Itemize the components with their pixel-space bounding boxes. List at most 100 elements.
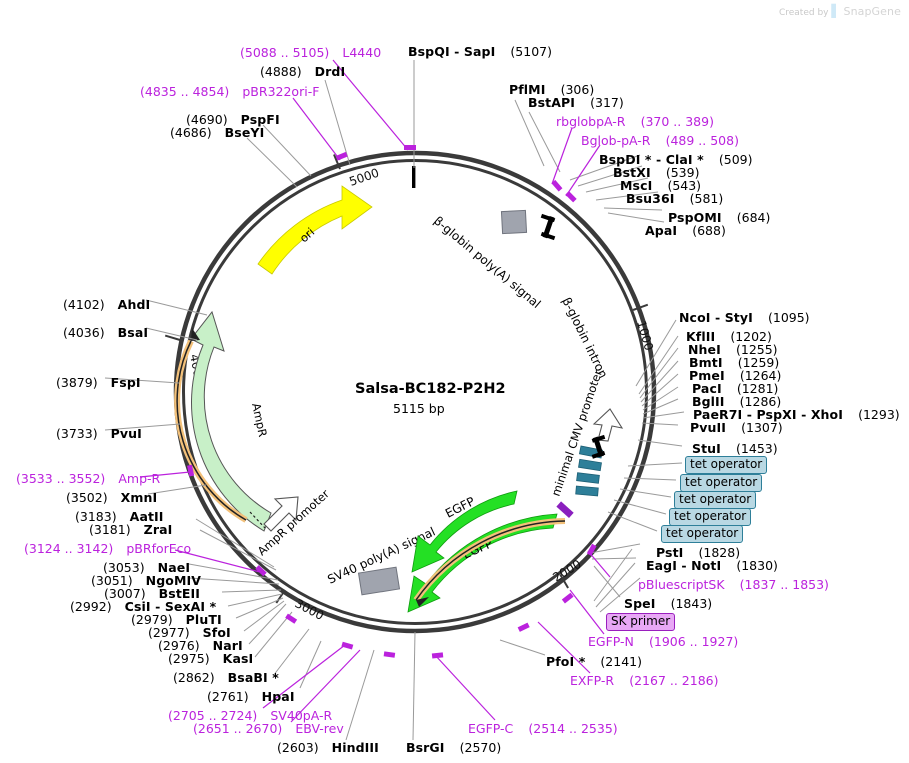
enzyme-label-pspfi[interactable]: (4690) PspFI xyxy=(186,111,280,127)
feature-label-pbluescriptsk[interactable]: pBluescriptSK (1837 .. 1853) xyxy=(638,576,829,592)
leader-lines-grey xyxy=(104,60,685,741)
enzyme-label-pflmi[interactable]: PflMI (306) xyxy=(509,81,594,97)
enzyme-label-bseyi[interactable]: (4686) BseYI xyxy=(170,124,264,140)
enzyme-label-paci[interactable]: PacI (1281) xyxy=(692,380,778,396)
enzyme-label-drdi[interactable]: (4888) DrdI xyxy=(260,63,345,79)
enzyme-label-stui[interactable]: StuI (1453) xyxy=(692,440,778,456)
enzyme-label-nari[interactable]: (2976) NarI xyxy=(158,637,243,653)
enzyme-name: FspI xyxy=(110,375,141,390)
tick-label-1000: 1000 xyxy=(634,319,656,352)
enzyme-position: (3183) xyxy=(75,509,117,524)
enzyme-label-bmti[interactable]: BmtI (1259) xyxy=(689,354,779,370)
enzyme-label-bsai[interactable]: (4036) BsaI xyxy=(63,324,148,340)
enzyme-name: PspFI xyxy=(240,112,280,127)
feature-label-ebv-rev[interactable]: (2651 .. 2670) EBV-rev xyxy=(193,720,344,736)
feature-range: (3124 .. 3142) xyxy=(24,541,114,556)
enzyme-label-apai[interactable]: ApaI (688) xyxy=(645,222,726,238)
enzyme-position: (2603) xyxy=(277,740,319,755)
feature-label-egfp-c[interactable]: EGFP-C (2514 .. 2535) xyxy=(468,720,618,736)
enzyme-position: (1259) xyxy=(737,355,780,370)
enzyme-position: (2979) xyxy=(131,612,173,627)
tet-operator-label-5[interactable]: tet operator xyxy=(661,525,744,543)
enzyme-label-zrai[interactable]: (3181) ZraI xyxy=(89,521,172,537)
enzyme-label-csii-sexai[interactable]: (2992) CsiI - SexAI * xyxy=(70,598,216,614)
enzyme-label-ncoi-styi[interactable]: NcoI - StyI (1095) xyxy=(679,309,810,325)
enzyme-name: PacI xyxy=(692,381,722,396)
enzyme-name: SpeI xyxy=(624,596,656,611)
enzyme-label-bstxi[interactable]: BstXI (539) xyxy=(613,164,699,180)
feature-label-exfp-r[interactable]: EXFP-R (2167 .. 2186) xyxy=(570,672,719,688)
tet-operator-label-1[interactable]: tet operator xyxy=(685,456,768,474)
enzyme-name: BstEII xyxy=(158,586,201,601)
tet-operator-label-4[interactable]: tet operator xyxy=(669,508,752,526)
enzyme-position: (2976) xyxy=(158,638,200,653)
plasmid-size: 5115 bp xyxy=(393,401,445,416)
enzyme-position: (2975) xyxy=(168,651,210,666)
enzyme-label-pmei[interactable]: PmeI (1264) xyxy=(689,367,781,383)
enzyme-label-xmni[interactable]: (3502) XmnI xyxy=(66,489,157,505)
enzyme-position: (581) xyxy=(689,191,724,206)
feature-label-rbglobpa-r[interactable]: rbglobpA-R (370 .. 389) xyxy=(556,113,714,129)
enzyme-label-naei[interactable]: (3053) NaeI xyxy=(103,559,190,575)
enzyme-label-nhei[interactable]: NheI (1255) xyxy=(688,341,778,357)
feature-label-pbr322ori-f[interactable]: (4835 .. 4854) pBR322ori-F xyxy=(140,83,319,99)
feature-label-egfp-n[interactable]: EGFP-N (1906 .. 1927) xyxy=(588,633,738,649)
enzyme-label-bsu36i[interactable]: Bsu36I (581) xyxy=(626,190,723,206)
enzyme-label-eagi-noti[interactable]: EagI - NotI (1830) xyxy=(646,557,778,573)
enzyme-label-bsabi[interactable]: (2862) BsaBI * xyxy=(173,669,279,685)
enzyme-label-msci[interactable]: MscI (543) xyxy=(620,177,701,193)
enzyme-label-paer7i-pspxi-xhoi[interactable]: PaeR7I - PspXI - XhoI (1293) xyxy=(693,406,900,422)
enzyme-label-bglii[interactable]: BglII (1286) xyxy=(692,393,781,409)
enzyme-label-kasi[interactable]: (2975) KasI xyxy=(168,650,253,666)
enzyme-label-pvuii[interactable]: PvuII (1307) xyxy=(690,419,783,435)
feature-ori[interactable]: ori xyxy=(257,185,373,275)
enzyme-label-aatii[interactable]: (3183) AatII xyxy=(75,508,164,524)
enzyme-label-hpai[interactable]: (2761) HpaI xyxy=(207,688,295,704)
feature-label-bglob-pa-r[interactable]: Bglob-pA-R (489 .. 508) xyxy=(581,132,739,148)
enzyme-label-bstapi[interactable]: BstAPI (317) xyxy=(528,94,624,110)
enzyme-position: (2761) xyxy=(207,689,249,704)
enzyme-label-fspi[interactable]: (3879) FspI xyxy=(56,374,141,390)
enzyme-position: (1293) xyxy=(858,407,900,422)
sk-primer-label[interactable]: SK primer xyxy=(606,613,676,631)
feature-label-sv40pa-r[interactable]: (2705 .. 2724) SV40pA-R xyxy=(168,707,332,723)
feature-label-amp-r[interactable]: (3533 .. 3552) Amp-R xyxy=(16,470,160,486)
enzyme-label-pfoi[interactable]: PfoI * (2141) xyxy=(546,653,642,669)
enzyme-label-ngomiv[interactable]: (3051) NgoMIV xyxy=(91,572,201,588)
enzyme-position: (1281) xyxy=(736,381,779,396)
enzyme-label-bspqi-sapi[interactable]: BspQI - SapI (5107) xyxy=(408,43,552,59)
feature-ampr-promoter[interactable]: AmpR promoter xyxy=(255,487,332,559)
enzyme-name: CsiI - SexAI * xyxy=(124,599,217,614)
feature-bglobin-polya[interactable]: β-globin poly(A) signal xyxy=(431,209,543,311)
enzyme-position: (1095) xyxy=(767,310,810,325)
feature-range: (489 .. 508) xyxy=(665,133,739,148)
enzyme-position: (2570) xyxy=(459,740,502,755)
enzyme-label-bstell[interactable]: (3007) BstEII xyxy=(104,585,200,601)
tet-operator-label-3[interactable]: tet operator xyxy=(674,491,757,509)
enzyme-label-bsrgi[interactable]: BsrGI (2570) xyxy=(406,739,501,755)
enzyme-label-pluti[interactable]: (2979) PluTI xyxy=(131,611,222,627)
enzyme-label-pspomi[interactable]: PspOMI (684) xyxy=(668,209,770,225)
enzyme-name: Bsu36I xyxy=(626,191,675,206)
enzyme-name: NaeI xyxy=(157,560,191,575)
feature-name: EGFP-N xyxy=(588,634,634,649)
enzyme-label-pvui[interactable]: (3733) PvuI xyxy=(56,425,142,441)
enzyme-label-hindiii[interactable]: (2603) HindIII xyxy=(277,739,379,755)
enzyme-label-bspdi-clai[interactable]: BspDI * - ClaI * (509) xyxy=(599,151,752,167)
enzyme-name: PstI xyxy=(656,545,684,560)
enzyme-position: (4888) xyxy=(260,64,302,79)
enzyme-name: XmnI xyxy=(120,490,158,505)
tet-operator-label-2[interactable]: tet operator xyxy=(680,474,763,492)
enzyme-position: (688) xyxy=(692,223,726,238)
enzyme-label-ahdi[interactable]: (4102) AhdI xyxy=(63,296,150,312)
enzyme-label-spei[interactable]: SpeI (1843) xyxy=(624,595,712,611)
enzyme-label-kflii[interactable]: KflII (1202) xyxy=(686,328,772,344)
enzyme-label-sfoi[interactable]: (2977) SfoI xyxy=(148,624,231,640)
feature-ampr[interactable]: AmpR xyxy=(190,310,272,532)
snapgene-watermark: Created by ▌ SnapGene xyxy=(779,4,901,18)
feature-label-l4440[interactable]: (5088 .. 5105) L4440 xyxy=(240,44,381,60)
enzyme-label-psti[interactable]: PstI (1828) xyxy=(656,544,740,560)
enzyme-name: PspOMI xyxy=(668,210,722,225)
feature-label-pbrforeco[interactable]: (3124 .. 3142) pBRforEco xyxy=(24,540,191,556)
enzyme-name: PmeI xyxy=(689,368,725,383)
